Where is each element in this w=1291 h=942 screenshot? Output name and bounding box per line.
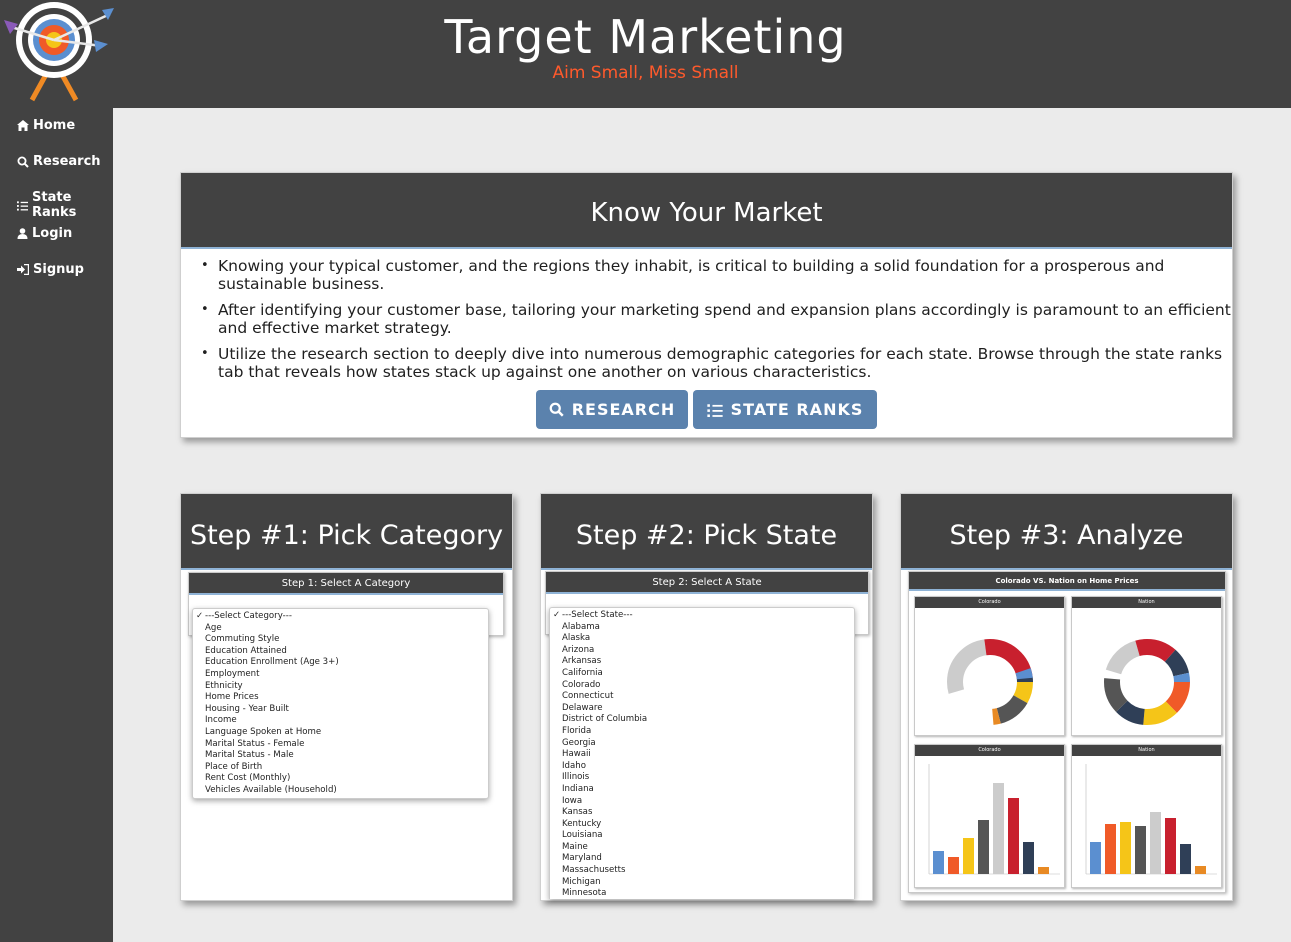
dropdown-option[interactable]: Colorado: [562, 679, 601, 690]
sidebar-item-label: Signup: [33, 262, 84, 277]
dropdown-option[interactable]: Georgia: [562, 737, 596, 748]
sidebar-item-label: State Ranks: [32, 190, 77, 220]
analysis-preview: Colorado VS. Nation on Home Prices Color…: [908, 571, 1226, 893]
dropdown-option[interactable]: District of Columbia: [562, 714, 648, 725]
state-dropdown[interactable]: ---Select State---AlabamaAlaskaArizonaAr…: [549, 607, 855, 899]
sidebar-item-label: Research: [33, 154, 101, 169]
header: Target Marketing Aim Small, Miss Small: [0, 0, 1291, 108]
dropdown-option[interactable]: Marital Status - Male: [205, 750, 294, 761]
home-icon: [17, 120, 29, 131]
colorado-bar-panel: Colorado: [914, 744, 1065, 888]
list-item: After identifying your customer base, ta…: [201, 301, 1232, 337]
dropdown-option[interactable]: Iowa: [562, 795, 583, 806]
sidebar-item-research[interactable]: Research: [17, 154, 101, 169]
dropdown-option[interactable]: Education Enrollment (Age 3+): [205, 657, 339, 668]
dropdown-option[interactable]: Alaska: [562, 633, 591, 644]
dropdown-option[interactable]: Maine: [562, 841, 588, 852]
dropdown-option[interactable]: Minnesota: [562, 888, 607, 899]
dropdown-option[interactable]: Language Spoken at Home: [205, 726, 322, 737]
target-logo-icon[interactable]: [2, 0, 114, 104]
panel-title: Nation: [1072, 597, 1221, 608]
dropdown-option[interactable]: Indiana: [562, 783, 594, 794]
dropdown-option[interactable]: Michigan: [562, 876, 601, 887]
list-item: Knowing your typical customer, and the r…: [201, 257, 1232, 293]
list-item: Utilize the research section to deeply d…: [201, 345, 1232, 381]
state-ranks-button[interactable]: STATE RANKS: [693, 390, 877, 429]
card-title: Step #2: Pick State: [541, 494, 872, 570]
sidebar: Home Research State Ranks Login Signup: [0, 108, 113, 942]
dropdown-option[interactable]: Employment: [205, 668, 260, 679]
panel-title: Colorado: [915, 745, 1064, 756]
dropdown-option[interactable]: Rent Cost (Monthly): [205, 773, 291, 784]
dropdown-option[interactable]: Arkansas: [562, 656, 602, 667]
list-icon: [706, 403, 723, 417]
dropdown-option[interactable]: Florida: [562, 725, 592, 736]
selected-option[interactable]: ---Select Category---: [193, 611, 488, 623]
dropdown-option[interactable]: Age: [205, 622, 222, 633]
selected-option[interactable]: ---Select State---: [550, 610, 854, 622]
list-icon: [17, 200, 28, 211]
dropdown-option[interactable]: Massachusetts: [562, 865, 626, 876]
dropdown-option[interactable]: California: [562, 667, 603, 678]
dropdown-option[interactable]: Illinois: [562, 772, 590, 783]
dropdown-option[interactable]: Kentucky: [562, 818, 602, 829]
dropdown-option[interactable]: Education Attained: [205, 645, 287, 656]
dropdown-option[interactable]: Delaware: [562, 702, 603, 713]
dropdown-option[interactable]: Ethnicity: [205, 680, 243, 691]
site-title: Target Marketing: [444, 10, 847, 64]
dropdown-option[interactable]: Marital Status - Female: [205, 738, 305, 749]
user-icon: [17, 228, 28, 239]
card-title: Step #1: Pick Category: [181, 494, 512, 570]
sidebar-item-label: Home: [33, 118, 76, 133]
dropdown-option[interactable]: Arizona: [562, 644, 595, 655]
site-tagline: Aim Small, Miss Small: [552, 63, 739, 83]
sidebar-item-login[interactable]: Login: [17, 226, 72, 241]
panel-title: Colorado VS. Nation on Home Prices: [909, 572, 1225, 591]
intro-bullet-list: Knowing your typical customer, and the r…: [181, 249, 1232, 381]
dropdown-option[interactable]: Vehicles Available (Household): [205, 784, 337, 795]
dropdown-option[interactable]: Commuting Style: [205, 634, 280, 645]
button-label: STATE RANKS: [730, 400, 864, 419]
dropdown-option[interactable]: Hawaii: [562, 749, 591, 760]
colorado-donut-panel: Colorado: [914, 596, 1065, 736]
dropdown-option[interactable]: Income: [205, 715, 237, 726]
search-icon: [549, 402, 564, 417]
know-your-market-card: Know Your Market Knowing your typical cu…: [180, 172, 1233, 438]
dropdown-option[interactable]: Alabama: [562, 621, 600, 632]
research-button[interactable]: RESEARCH: [536, 390, 688, 429]
colorado-bar-chart: [928, 764, 1060, 875]
dropdown-option[interactable]: Home Prices: [205, 692, 259, 703]
dropdown-option[interactable]: Idaho: [562, 760, 586, 771]
nation-bar-chart: [1085, 764, 1217, 875]
panel-title: Nation: [1072, 745, 1221, 756]
search-icon: [17, 156, 29, 168]
sidebar-item-label: Login: [32, 226, 73, 241]
dropdown-option[interactable]: Maryland: [562, 853, 602, 864]
sign-in-icon: [17, 264, 29, 275]
nation-bar-panel: Nation: [1071, 744, 1222, 888]
dropdown-option[interactable]: Place of Birth: [205, 761, 263, 772]
nation-donut-chart: [1104, 639, 1190, 725]
button-label: RESEARCH: [571, 400, 676, 419]
dropdown-option[interactable]: Connecticut: [562, 691, 614, 702]
colorado-donut-chart: [947, 639, 1033, 725]
panel-title: Step 1: Select A Category: [189, 573, 503, 595]
sidebar-item-state-ranks[interactable]: State Ranks: [17, 190, 113, 220]
panel-title: Step 2: Select A State: [546, 572, 868, 594]
dropdown-option[interactable]: Housing - Year Built: [205, 703, 289, 714]
sidebar-item-home[interactable]: Home: [17, 118, 75, 133]
card-title: Step #3: Analyze: [901, 494, 1232, 570]
nation-donut-panel: Nation: [1071, 596, 1222, 736]
card-title: Know Your Market: [181, 173, 1232, 249]
panel-title: Colorado: [915, 597, 1064, 608]
dropdown-option[interactable]: Louisiana: [562, 830, 603, 841]
dropdown-option[interactable]: Kansas: [562, 807, 593, 818]
sidebar-item-signup[interactable]: Signup: [17, 262, 84, 277]
